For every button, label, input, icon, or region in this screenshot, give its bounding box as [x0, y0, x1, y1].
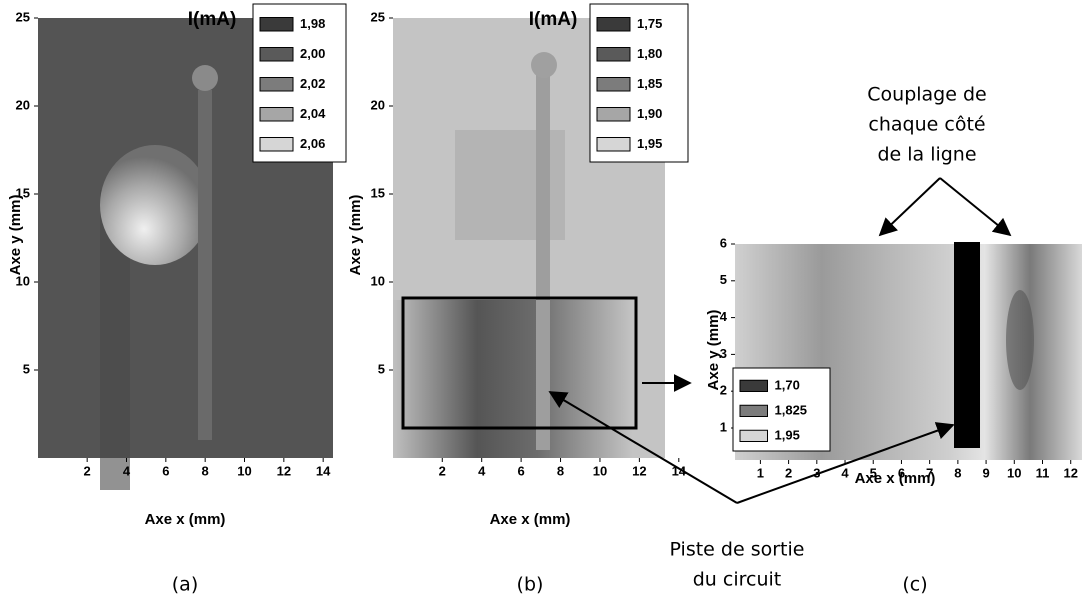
- y-tick-label: 5: [720, 272, 727, 287]
- dark-zone: [393, 300, 633, 458]
- legend-swatch: [596, 137, 631, 152]
- legend-swatch: [259, 107, 294, 122]
- legend-label: 1,85: [637, 76, 662, 91]
- legend-label: 1,75: [637, 16, 662, 31]
- x-tick-label: 8: [557, 463, 564, 478]
- x-tick-label: 4: [478, 463, 486, 478]
- x-tick-label: 10: [593, 463, 607, 478]
- y-tick-label: 3: [720, 346, 727, 361]
- annotation: de la ligne: [877, 144, 976, 166]
- track: [536, 70, 550, 450]
- x-tick-label: 10: [1007, 465, 1021, 480]
- y-tick-label: 6: [720, 235, 727, 250]
- legend-label: 2,04: [300, 106, 326, 121]
- panel-label: (a): [172, 574, 198, 596]
- x-tick-label: 11: [1036, 465, 1050, 480]
- y-tick-label: 20: [16, 97, 30, 112]
- legend-swatch: [259, 137, 294, 152]
- y-tick-label: 25: [371, 9, 385, 24]
- legend-swatch: [259, 77, 294, 92]
- y-tick-label: 10: [371, 273, 385, 288]
- legend-swatch: [259, 47, 294, 62]
- legend-label: 2,00: [300, 46, 325, 61]
- y-tick-label: 15: [16, 185, 30, 200]
- x-tick-label: 8: [954, 465, 961, 480]
- legend-swatch: [739, 404, 768, 417]
- x-tick-label: 12: [1063, 465, 1077, 480]
- legend-swatch: [739, 379, 768, 392]
- x-tick-label: 6: [162, 463, 169, 478]
- y-tick-label: 15: [371, 185, 385, 200]
- x-tick-label: 8: [202, 463, 209, 478]
- y-tick-label: 25: [16, 9, 30, 24]
- x-tick-label: 6: [517, 463, 524, 478]
- legend-label: 1,825: [775, 402, 808, 417]
- legend-label: 1,80: [637, 46, 662, 61]
- legend-label: 1,70: [775, 377, 800, 392]
- legend-swatch: [259, 17, 294, 32]
- dark-spot: [1006, 290, 1034, 390]
- annotation: Piste de sortie: [670, 539, 805, 561]
- x-tick-label: 10: [237, 463, 251, 478]
- hotspot: [100, 145, 210, 265]
- y-axis-label: Axe y (mm): [7, 195, 24, 276]
- x-axis-label: Axe x (mm): [490, 511, 571, 528]
- y-axis-label: Axe y (mm): [347, 195, 364, 276]
- legend-swatch: [739, 429, 768, 442]
- legend-label: 1,95: [775, 427, 800, 442]
- x-tick-label: 7: [926, 465, 933, 480]
- arrow: [878, 177, 941, 237]
- legend-title: I(mA): [529, 9, 578, 30]
- x-tick-label: 5: [870, 465, 877, 480]
- y-tick-label: 5: [23, 361, 30, 376]
- x-tick-label: 2: [84, 463, 91, 478]
- y-tick-label: 10: [16, 273, 30, 288]
- x-tick-label: 9: [982, 465, 989, 480]
- x-tick-label: 14: [672, 463, 687, 478]
- annotation: Couplage de: [867, 84, 986, 106]
- x-tick-label: 4: [841, 465, 849, 480]
- x-tick-label: 2: [785, 465, 792, 480]
- legend-title: I(mA): [188, 9, 237, 30]
- x-tick-label: 2: [439, 463, 446, 478]
- line-track: [954, 242, 980, 448]
- x-tick-label: 14: [316, 463, 331, 478]
- x-tick-label: 6: [898, 465, 905, 480]
- legend-label: 1,98: [300, 16, 325, 31]
- x-tick-label: 12: [277, 463, 291, 478]
- x-axis-label: Axe x (mm): [145, 511, 226, 528]
- y-tick-label: 5: [378, 361, 385, 376]
- y-tick-label: 4: [720, 309, 728, 324]
- legend-label: 2,02: [300, 76, 325, 91]
- legend-swatch: [596, 107, 631, 122]
- arrow: [548, 391, 738, 504]
- legend-label: 1,90: [637, 106, 662, 121]
- legend-swatch: [596, 77, 631, 92]
- zoom-box: [401, 296, 638, 430]
- x-tick-label: 3: [813, 465, 820, 480]
- legend-swatch: [596, 47, 631, 62]
- pad: [531, 52, 557, 78]
- x-axis-label: Axe x (mm): [855, 470, 936, 487]
- legend-swatch: [596, 17, 631, 32]
- arrow: [939, 177, 1012, 237]
- legend-label: 2,06: [300, 136, 325, 151]
- x-tick-label: 12: [632, 463, 646, 478]
- annotation: du circuit: [693, 569, 781, 591]
- track: [198, 90, 212, 440]
- x-tick-label: 1: [757, 465, 764, 480]
- x-tick-label: 4: [123, 463, 131, 478]
- y-axis-label: Axe y (mm): [705, 310, 722, 391]
- y-tick-label: 2: [720, 383, 727, 398]
- pad: [192, 65, 218, 91]
- legend-label: 1,95: [637, 136, 662, 151]
- annotation: chaque côté: [868, 114, 985, 136]
- panel-label: (c): [902, 574, 927, 596]
- y-tick-label: 20: [371, 97, 385, 112]
- panel-label: (b): [517, 574, 544, 596]
- y-tick-label: 1: [720, 419, 727, 434]
